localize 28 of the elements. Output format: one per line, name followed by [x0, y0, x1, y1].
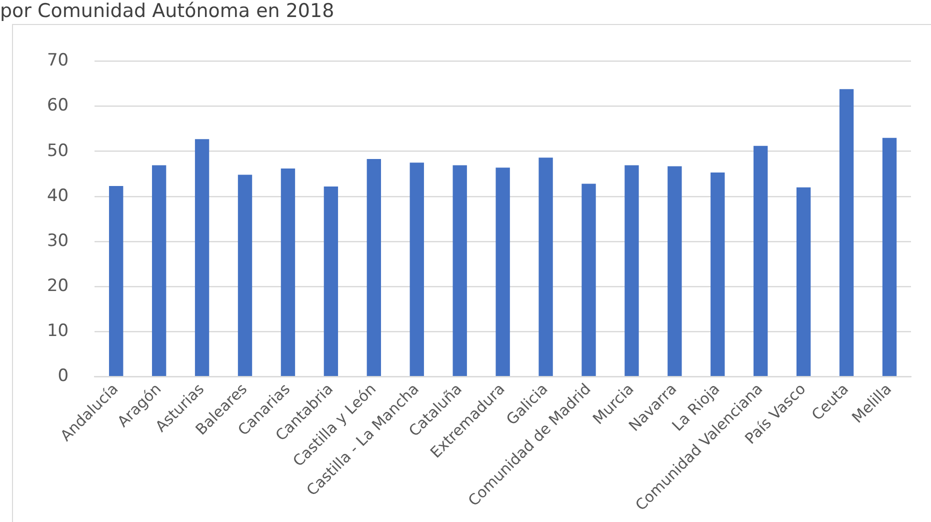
bar: [410, 162, 424, 376]
bar: [366, 159, 382, 376]
bar: [152, 165, 166, 376]
bar: [280, 168, 296, 376]
bar: [238, 174, 252, 376]
bar: [496, 168, 510, 376]
bar: [754, 146, 768, 376]
bar: [324, 186, 338, 376]
y-tick-label: 40: [46, 186, 69, 206]
bar: [796, 187, 811, 376]
bar: [538, 158, 553, 376]
y-tick-label: 0: [58, 366, 69, 386]
bar: [194, 139, 210, 376]
y-tick-label: 60: [46, 96, 69, 116]
bar: [582, 184, 596, 376]
bar: [668, 166, 682, 376]
bar: [452, 165, 467, 376]
chart-title: por Comunidad Autónoma en 2018: [0, 0, 334, 22]
bar: [624, 165, 639, 376]
bar: [109, 186, 124, 376]
y-tick-label: 20: [46, 276, 69, 296]
y-tick-label: 70: [46, 50, 69, 71]
bar: [839, 89, 854, 376]
bar: [710, 172, 725, 376]
y-tick-label: 10: [46, 321, 69, 342]
bar: [882, 138, 897, 376]
y-tick-label: 30: [46, 230, 69, 251]
y-tick-label: 50: [46, 140, 69, 161]
